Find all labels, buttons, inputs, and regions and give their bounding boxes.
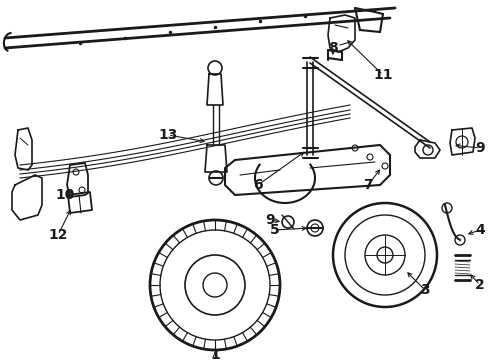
Text: 9: 9 [475,141,485,155]
Text: 10: 10 [55,188,74,202]
Text: 12: 12 [48,228,68,242]
Text: 2: 2 [475,278,485,292]
Text: 4: 4 [475,223,485,237]
Text: 9: 9 [265,213,275,227]
Text: 5: 5 [270,223,280,237]
Text: 1: 1 [210,348,220,360]
Text: 8: 8 [328,41,338,55]
Text: 7: 7 [363,178,373,192]
Text: 13: 13 [158,128,178,142]
Text: 3: 3 [420,283,430,297]
Text: 6: 6 [253,178,263,192]
Text: 11: 11 [373,68,393,82]
